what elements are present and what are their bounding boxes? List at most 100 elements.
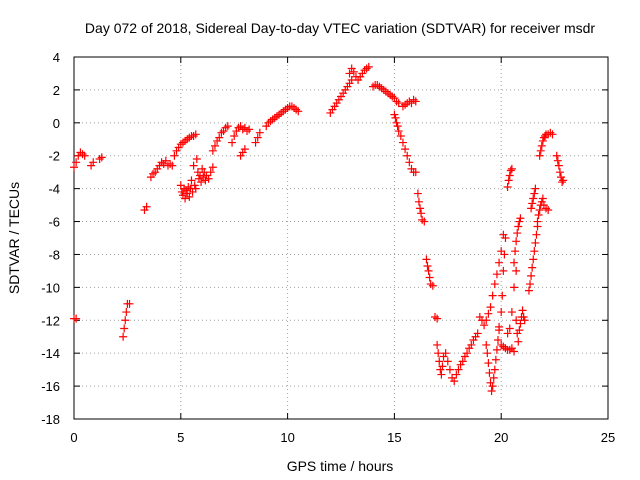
data-point [482, 316, 491, 325]
data-points [70, 62, 568, 396]
grid [74, 57, 608, 419]
data-point [505, 324, 514, 333]
data-point [345, 69, 354, 78]
axis-ticks [73, 56, 609, 420]
data-point [526, 280, 535, 289]
data-point [438, 362, 447, 371]
data-point [529, 255, 538, 264]
data-point [443, 357, 452, 366]
data-point [189, 161, 198, 170]
data-point [553, 156, 562, 165]
data-point [89, 158, 98, 167]
data-point [403, 151, 412, 160]
data-point [416, 204, 425, 213]
data-point [507, 308, 516, 317]
data-point [538, 194, 547, 203]
data-point [390, 110, 399, 119]
data-point [414, 197, 423, 206]
data-point [192, 155, 201, 164]
data-point [518, 306, 527, 315]
data-point [240, 145, 249, 154]
y-tick-labels: -18 -16 -14 -12 -10 -8 -6 -4 -2 0 2 4 [41, 50, 60, 427]
data-point [495, 258, 504, 267]
data-point [485, 368, 494, 377]
data-point [528, 199, 537, 208]
data-point [425, 273, 434, 282]
data-point [488, 291, 497, 300]
data-point [490, 280, 499, 289]
data-point [217, 128, 226, 137]
data-point [483, 349, 492, 358]
data-point [536, 146, 545, 155]
data-point [394, 127, 403, 136]
data-point [512, 237, 521, 246]
data-point [488, 382, 497, 391]
data-point [558, 178, 567, 187]
data-point [428, 281, 437, 290]
data-point [426, 280, 435, 289]
data-point [168, 161, 177, 170]
data-point [473, 329, 482, 338]
data-point [516, 319, 525, 328]
data-point [393, 122, 402, 131]
data-point [512, 266, 521, 275]
data-point [519, 312, 528, 321]
data-point [497, 308, 506, 317]
data-point [554, 161, 563, 170]
data-point [499, 266, 508, 275]
y-tick-label: -14 [41, 346, 60, 361]
data-point [514, 337, 523, 346]
data-point [493, 336, 502, 345]
data-point [544, 206, 553, 215]
data-point [422, 255, 431, 264]
data-point [535, 206, 544, 215]
data-point [538, 136, 547, 145]
data-point [559, 176, 568, 185]
y-tick-label: -18 [41, 412, 60, 427]
data-point [230, 131, 239, 140]
data-point [441, 349, 450, 358]
data-point [463, 349, 472, 358]
data-point [530, 189, 539, 198]
data-point [413, 189, 422, 198]
y-tick-label: 2 [53, 83, 60, 98]
x-tick-label: 5 [177, 430, 184, 445]
data-point [121, 316, 130, 325]
data-point [206, 168, 215, 177]
data-point [401, 145, 410, 154]
data-point [187, 176, 196, 185]
x-tick-label: 0 [70, 430, 77, 445]
data-point [501, 234, 510, 242]
data-point [529, 194, 538, 203]
data-point [418, 215, 427, 224]
data-point [191, 130, 200, 139]
x-tick-label: 20 [494, 430, 508, 445]
data-point [555, 168, 564, 177]
data-point [530, 247, 539, 256]
x-tick-label: 10 [280, 430, 294, 445]
data-point [362, 64, 371, 73]
data-point [506, 166, 515, 175]
y-tick-label: -4 [48, 182, 60, 197]
x-axis-label: GPS time / hours [287, 458, 394, 474]
y-tick-label: 4 [53, 50, 60, 65]
x-tick-label: 15 [387, 430, 401, 445]
data-point [204, 174, 213, 183]
data-point [437, 370, 446, 379]
data-point [185, 192, 194, 201]
x-tick-labels: 0 5 10 15 20 25 [70, 430, 615, 445]
data-point [512, 316, 521, 325]
data-point [417, 209, 426, 218]
data-point [405, 158, 414, 167]
y-tick-label: -10 [41, 280, 60, 295]
data-point [532, 230, 541, 239]
data-point [503, 329, 512, 338]
data-point [411, 168, 420, 177]
y-axis-label: SDTVAR / TECUs [6, 182, 22, 294]
data-point [484, 309, 493, 318]
data-point [70, 163, 78, 172]
data-point [170, 151, 179, 160]
data-point [78, 150, 87, 159]
data-point [181, 194, 190, 203]
data-point [507, 164, 516, 173]
